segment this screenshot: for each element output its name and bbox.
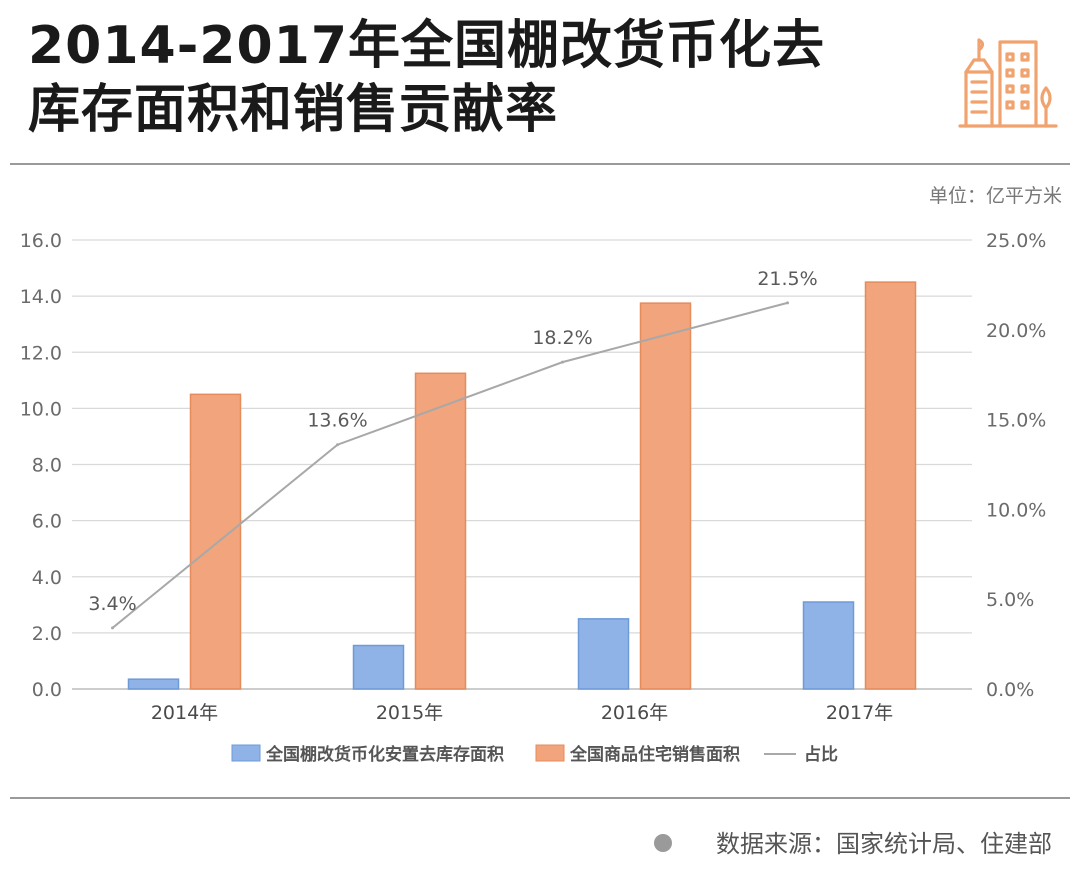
ratio-point [561, 360, 564, 364]
ratio-line [111, 301, 788, 629]
ratio-data-label: 21.5% [757, 268, 817, 290]
y-left-tick-label: 16.0 [20, 230, 62, 252]
title-line-1: 2014-2017年全国棚改货币化去 [28, 16, 826, 76]
y-left-tick-label: 0.0 [32, 679, 62, 701]
y-left-tick-label: 14.0 [20, 286, 62, 308]
ratio-data-label: 18.2% [532, 327, 592, 349]
page-title: 2014-2017年全国棚改货币化去 库存面积和销售贡献率 [28, 14, 825, 142]
city-buildings-icon [958, 38, 1058, 128]
y-left-tick-label: 2.0 [32, 623, 62, 645]
bar-relocation-area [802, 601, 855, 690]
ratio-point [336, 443, 339, 447]
ratio-point [786, 301, 789, 305]
y-left-tick-label: 10.0 [20, 398, 62, 420]
y-left-tick-label: 8.0 [32, 455, 62, 477]
x-tick-label: 2015年 [376, 702, 443, 724]
legend-swatch-relocation [231, 744, 261, 762]
legend-label-relocation: 全国棚改货币化安置去库存面积 [265, 744, 504, 765]
bottom-divider [10, 797, 1070, 799]
chart: 单位：亿平方米 0.0 2.0 4.0 6.0 8.0 10.0 12.0 14.0 16.0 0.… [20, 185, 1062, 765]
bar-sales-area [864, 281, 917, 690]
y-right-tick-label: 0.0% [986, 679, 1034, 701]
title-line-2: 库存面积和销售贡献率 [28, 80, 559, 140]
bar-sales-area [414, 372, 467, 690]
legend-label-ratio: 占比 [804, 744, 838, 765]
legend-label-sales: 全国商品住宅销售面积 [569, 744, 740, 765]
ratio-point [111, 626, 114, 630]
unit-label: 单位：亿平方米 [929, 185, 1062, 207]
y-right-tick-label: 5.0% [986, 589, 1034, 611]
bar-sales-area [639, 302, 692, 690]
bar-relocation-area [577, 618, 630, 690]
y-right-tick-label: 25.0% [986, 230, 1046, 252]
bar-relocation-area [127, 678, 180, 690]
ratio-data-label: 3.4% [88, 593, 136, 615]
x-tick-label: 2017年 [826, 702, 893, 724]
y-left-tick-label: 12.0 [20, 342, 62, 364]
x-tick-label: 2014年 [151, 702, 218, 724]
y-right-tick-label: 20.0% [986, 320, 1046, 342]
y-left-tick-label: 6.0 [32, 511, 62, 533]
ratio-data-label: 13.6% [307, 410, 367, 432]
y-right-tick-label: 10.0% [986, 499, 1046, 521]
top-divider [10, 163, 1070, 165]
legend-swatch-sales [535, 744, 565, 762]
bullet-dot [654, 834, 672, 852]
source-text: 数据来源：国家统计局、住建部 [716, 830, 1052, 858]
y-left-tick-label: 4.0 [32, 567, 62, 589]
source-note: 数据来源：国家统计局、住建部 [654, 824, 1052, 859]
x-tick-label: 2016年 [601, 702, 668, 724]
bar-sales-area [189, 393, 242, 690]
bar-relocation-area [352, 644, 405, 690]
y-right-tick-label: 15.0% [986, 410, 1046, 432]
